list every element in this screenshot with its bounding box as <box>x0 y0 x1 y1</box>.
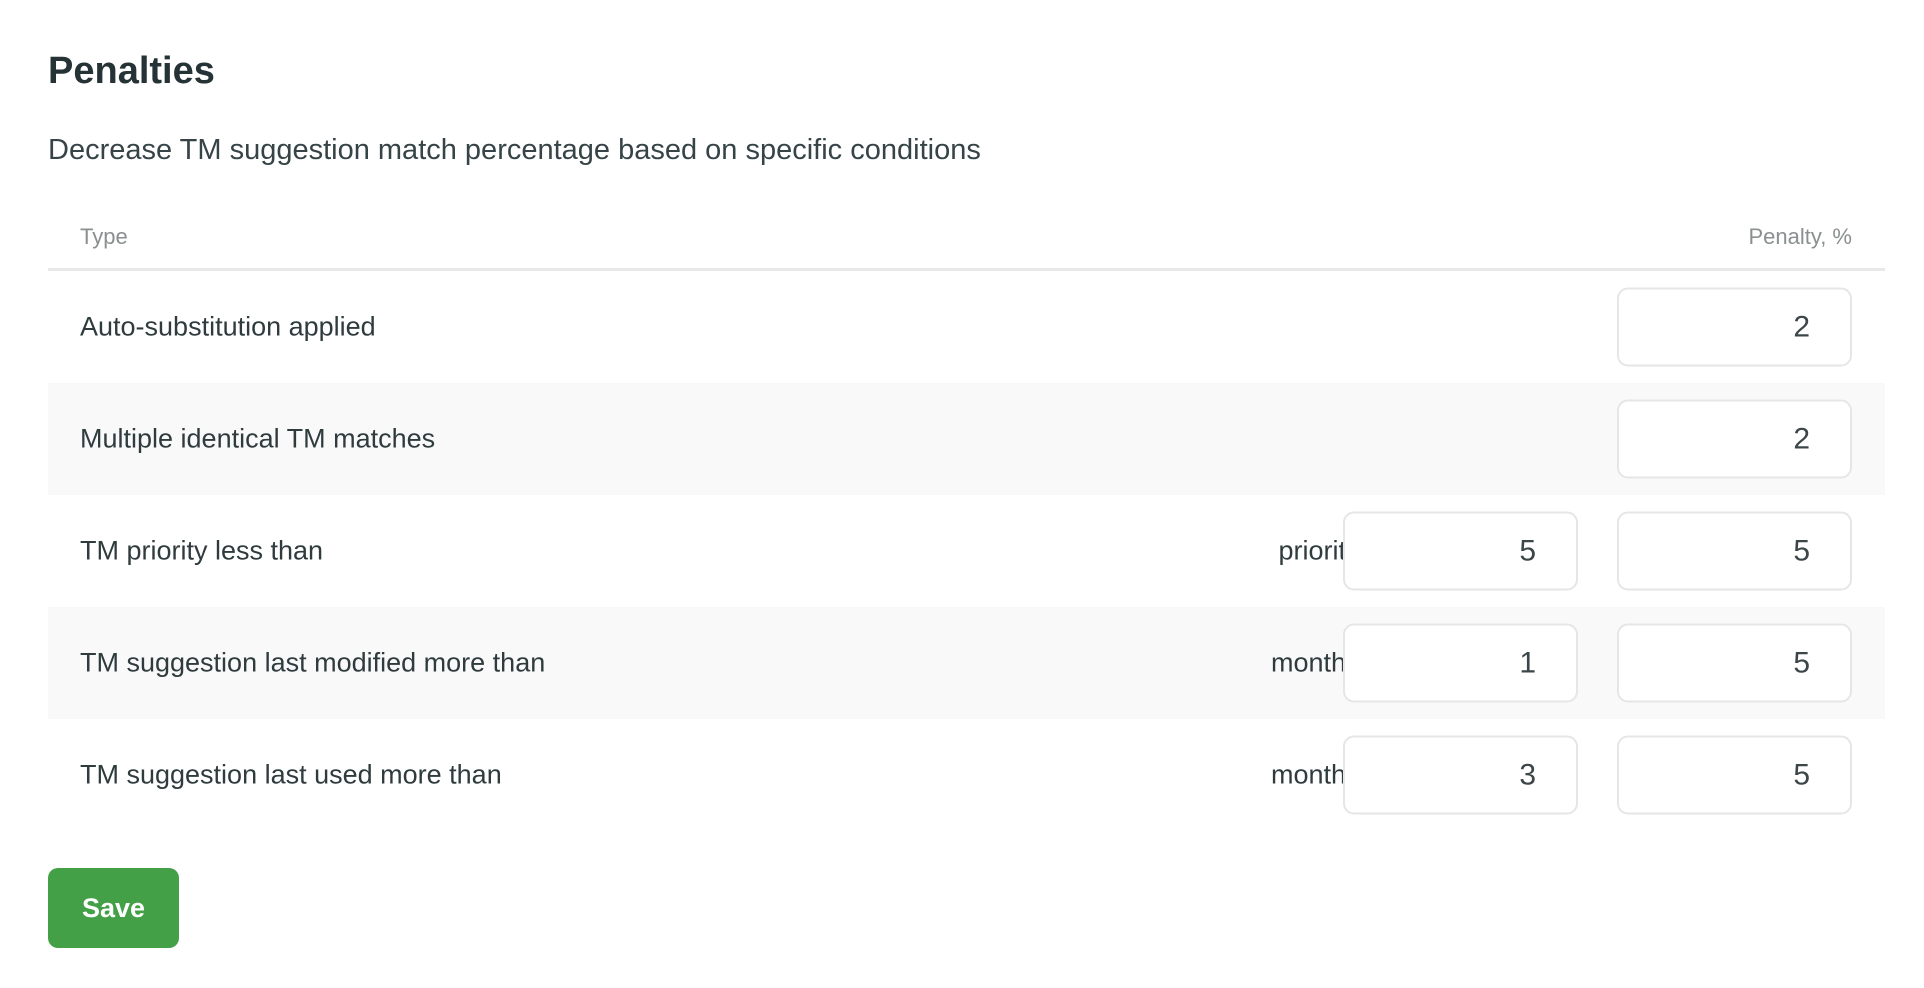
table-row-multiple-identical: Multiple identical TM matches <box>48 383 1885 495</box>
row-label: Auto-substitution applied <box>80 311 376 342</box>
months-input[interactable] <box>1343 735 1578 815</box>
table-row-auto-substitution: Auto-substitution applied <box>48 271 1885 383</box>
table-row-last-modified: TM suggestion last modified more than mo… <box>48 607 1885 719</box>
penalty-input[interactable] <box>1617 287 1852 367</box>
priority-input[interactable] <box>1343 511 1578 591</box>
row-label: Multiple identical TM matches <box>80 423 436 454</box>
penalty-input[interactable] <box>1617 623 1852 703</box>
penalty-input[interactable] <box>1617 399 1852 479</box>
table-header: Type Penalty, % <box>48 206 1885 271</box>
months-input[interactable] <box>1343 623 1578 703</box>
penalty-input[interactable] <box>1617 511 1852 591</box>
penalty-input[interactable] <box>1617 735 1852 815</box>
row-label: TM suggestion last used more than <box>80 759 502 790</box>
table-row-tm-priority: TM priority less than priority: <box>48 495 1885 607</box>
table-row-last-used: TM suggestion last used more than months… <box>48 719 1885 831</box>
row-label: TM priority less than <box>80 535 324 566</box>
column-header-penalty: Penalty, % <box>1748 224 1852 249</box>
row-label: TM suggestion last modified more than <box>80 647 546 678</box>
page-subtitle: Decrease TM suggestion match percentage … <box>48 134 981 166</box>
penalties-table: Type Penalty, % Auto-substitution applie… <box>48 206 1885 831</box>
save-button[interactable]: Save <box>48 868 179 948</box>
page-title: Penalties <box>48 50 215 92</box>
column-header-type: Type <box>80 224 128 249</box>
